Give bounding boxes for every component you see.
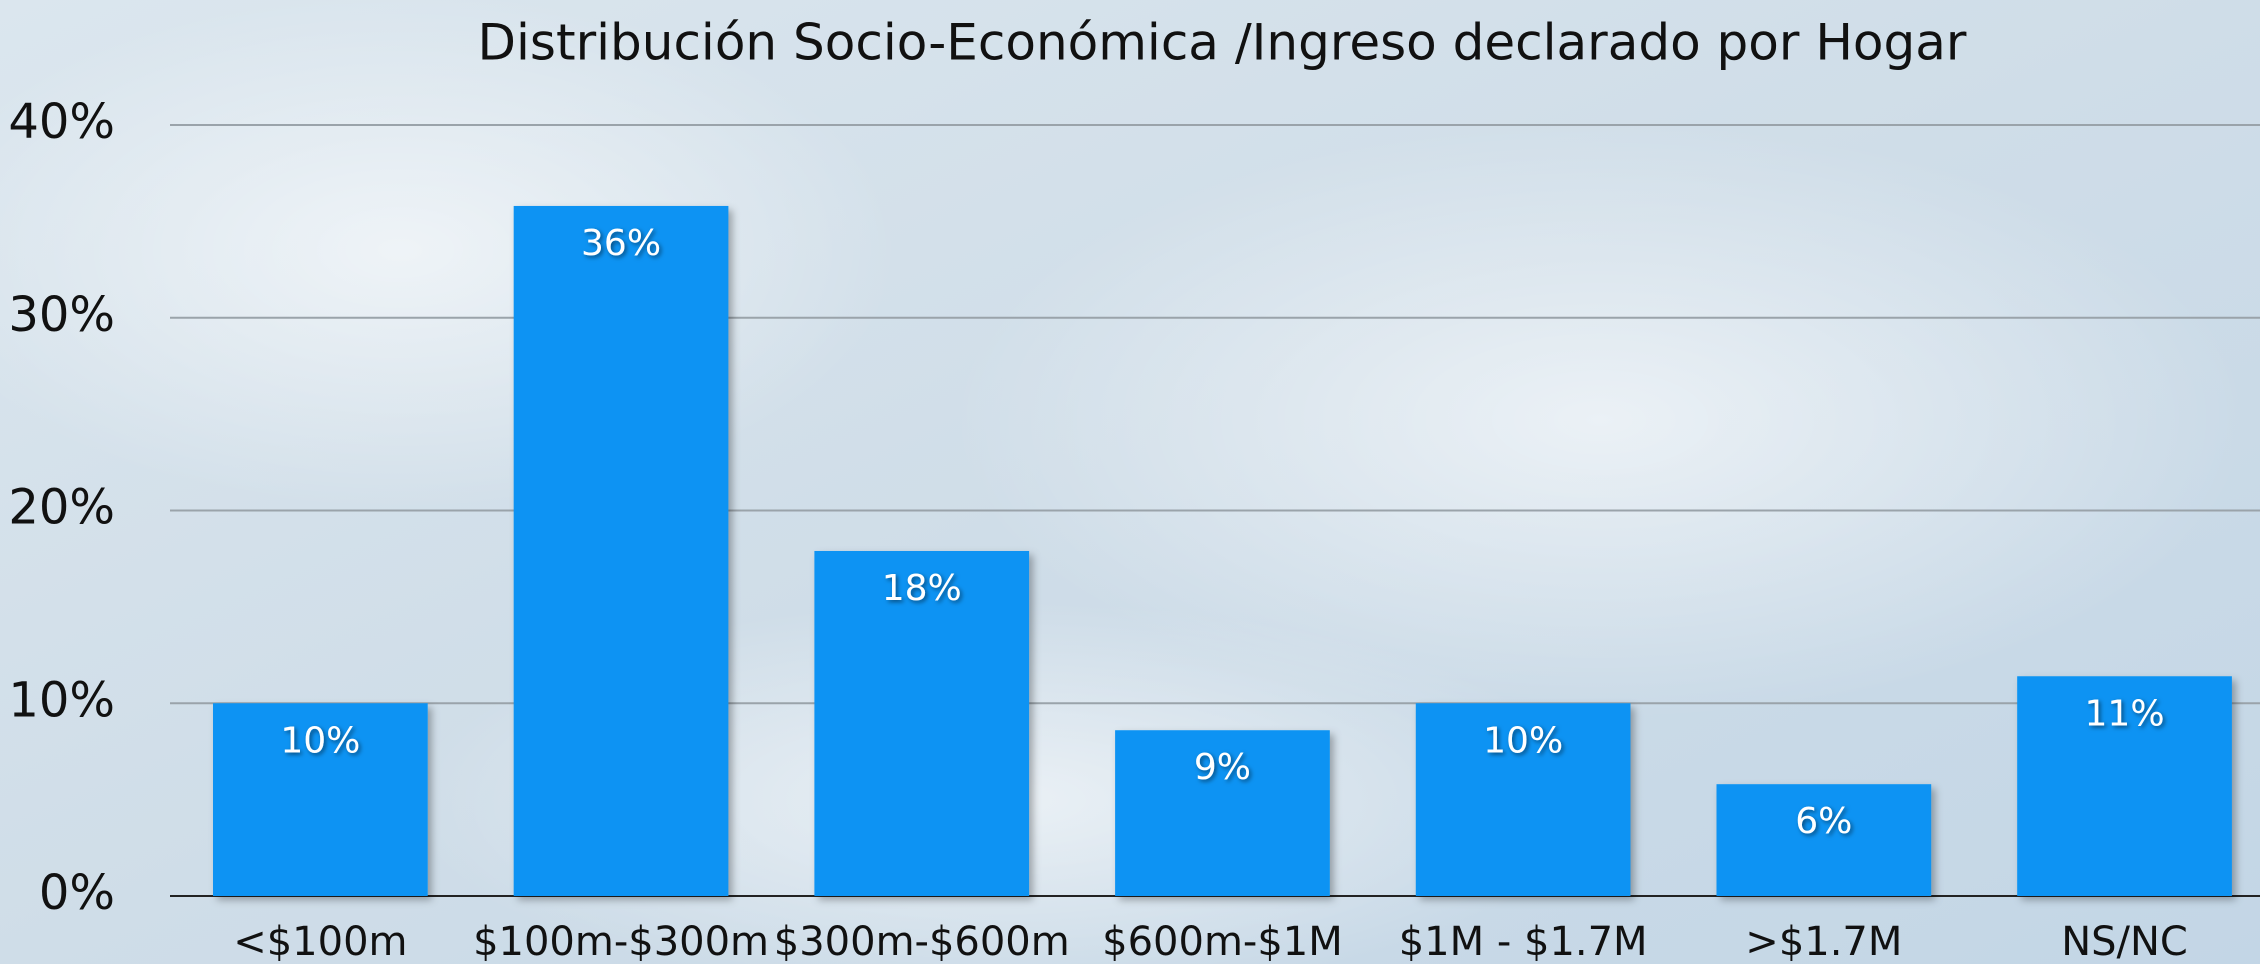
y-tick-label: 30% xyxy=(8,287,115,343)
value-label: 10% xyxy=(280,720,360,761)
bar xyxy=(1716,784,1932,896)
x-tick-label: >$1.7M xyxy=(1745,919,1902,964)
x-tick-label: $1M - $1.7M xyxy=(1399,919,1648,964)
x-tick-label: $600m-$1M xyxy=(1102,919,1343,964)
y-tick-label: 20% xyxy=(8,480,115,536)
bar xyxy=(213,703,428,896)
bar xyxy=(814,550,1030,896)
value-label: 18% xyxy=(882,568,962,609)
x-tick-label: $300m-$600m xyxy=(774,919,1070,964)
x-tick-label: NS/NC xyxy=(2061,919,2188,964)
bar xyxy=(1115,730,1330,896)
y-tick-label: 0% xyxy=(39,865,115,921)
value-label: 11% xyxy=(2085,693,2165,734)
value-label: 36% xyxy=(581,223,661,264)
value-label: 9% xyxy=(1194,747,1251,788)
bar xyxy=(1415,703,1631,896)
y-tick-label: 40% xyxy=(8,94,115,150)
y-tick-label: 10% xyxy=(8,672,115,728)
cloud xyxy=(950,120,2250,720)
value-label: 6% xyxy=(1795,801,1852,842)
value-label: 10% xyxy=(1483,720,1563,761)
x-tick-label: <$100m xyxy=(233,919,407,964)
bar xyxy=(513,205,729,896)
chart-title: Distribución Socio-Económica /Ingreso de… xyxy=(478,14,1967,72)
bar xyxy=(2017,676,2232,896)
x-tick-label: $100m-$300m xyxy=(473,919,769,964)
